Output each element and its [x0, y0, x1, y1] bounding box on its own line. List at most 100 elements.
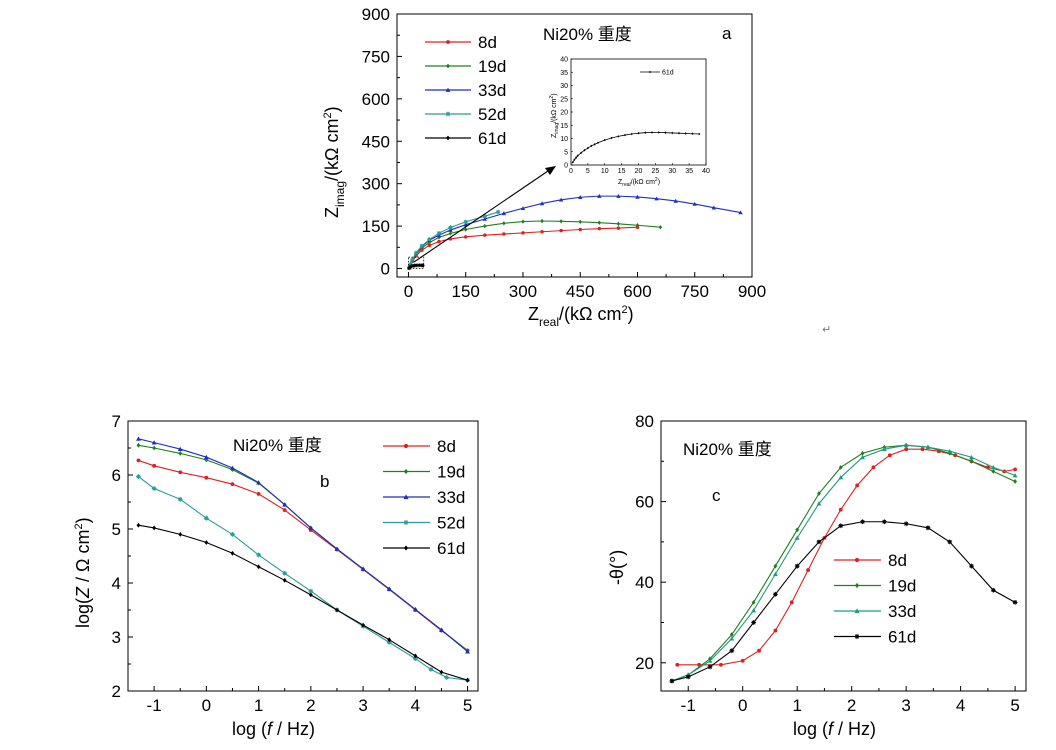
data-point-33d [1012, 473, 1018, 478]
series-8d [675, 447, 1018, 667]
legend-label-8d: 8d [888, 551, 907, 570]
data-point-19d [521, 219, 525, 224]
data-point-8d [887, 453, 892, 458]
y-axis-label: Zimag/(kΩ cm2) [322, 106, 347, 218]
data-point-61d [969, 563, 974, 569]
data-point-61d [947, 539, 953, 545]
data-point-33d [501, 211, 507, 216]
data-point-33d [465, 649, 470, 654]
data-point-33d [925, 444, 931, 450]
y-tick-label: 5 [112, 520, 121, 539]
data-point-19d [559, 219, 563, 224]
inset-data-point [580, 151, 583, 155]
legend-label-33d: 33d [478, 81, 506, 100]
data-point-61d [308, 592, 313, 598]
x-tick-label: 450 [566, 282, 594, 301]
zoom-arrow-head [545, 166, 556, 175]
data-point-8d [871, 465, 876, 470]
zoom-region-box [408, 256, 425, 269]
data-point-8d [740, 658, 745, 663]
inset-data-point [644, 131, 647, 134]
x-tick-label: -1 [147, 696, 162, 715]
x-tick-label: 0 [404, 282, 413, 301]
data-point-52d [177, 496, 183, 502]
legend-marker-19d [403, 468, 409, 475]
data-point-19d [751, 599, 756, 605]
x-tick-label: 2 [847, 696, 856, 715]
y-tick-label: 7 [112, 412, 121, 431]
inset-y-tick-label: 20 [560, 110, 568, 117]
data-point-61d [230, 550, 235, 556]
y-tick-label: 20 [635, 654, 654, 673]
inset-y-tick-label: 40 [560, 57, 568, 64]
inset-data-point [677, 131, 681, 135]
data-point-61d [729, 648, 735, 654]
chart-annotation: Ni20% 重度 [543, 25, 632, 44]
data-point-33d [903, 442, 909, 448]
data-point-33d [463, 222, 468, 227]
y-tick-label: 40 [635, 573, 654, 592]
inset-data-point [610, 136, 613, 140]
data-point-19d [483, 223, 487, 229]
inset-data-point [583, 148, 586, 152]
data-point-8d [675, 662, 680, 667]
inset-data-point [571, 161, 574, 164]
panel-label: c [712, 486, 721, 505]
chart-panel-c: -1 0 1 2 3 4 5 20 40 60 80 8d 19d 33d 61d Ni20% 重度 c log … [607, 412, 1027, 739]
data-point-8d [773, 628, 778, 633]
legend-marker-33d [403, 494, 409, 500]
data-point-33d [738, 210, 743, 215]
data-point-61d [881, 519, 887, 525]
data-point-61d [439, 669, 444, 675]
data-point-33d [558, 197, 564, 202]
inset-x-tick-label: 35 [685, 168, 693, 175]
data-point-61d [414, 263, 418, 268]
x-tick-label: -1 [681, 696, 696, 715]
inset-data-point [671, 131, 674, 135]
inset-x-tick-label: 20 [635, 168, 643, 175]
data-point-33d [707, 658, 713, 663]
inset-data-point [576, 154, 579, 158]
y-tick-label: 0 [381, 260, 390, 279]
data-point-52d [448, 225, 453, 230]
data-point-19d [463, 227, 468, 232]
data-point-52d [151, 486, 157, 491]
data-point-61d [335, 607, 339, 613]
legend-marker-61d [446, 135, 450, 141]
data-point-61d [204, 540, 209, 545]
data-point-8d [719, 662, 723, 667]
legend-marker-52d [445, 111, 451, 117]
x-tick-label: 600 [623, 282, 651, 301]
legend-marker-8d [854, 557, 860, 563]
data-point-52d [408, 262, 413, 267]
chart-annotation: Ni20% 重度 [233, 436, 322, 455]
data-point-61d [751, 620, 757, 625]
inset-data-point [650, 131, 654, 134]
data-point-33d [282, 502, 288, 507]
data-point-52d [136, 474, 141, 480]
y-tick-label: 600 [362, 90, 390, 109]
data-point-19d [136, 442, 141, 448]
data-point-8d [282, 508, 287, 513]
legend-label-61d: 61d [437, 539, 465, 558]
y-tick-label: 450 [362, 132, 390, 151]
data-point-52d [419, 243, 425, 249]
data-point-8d [597, 226, 602, 231]
inset-y-tick-label: 30 [560, 83, 568, 90]
data-point-19d [795, 527, 800, 533]
legend-label-52d: 52d [478, 105, 506, 124]
data-point-33d [838, 475, 844, 480]
inset-data-point [623, 133, 627, 137]
inset-x-tick-label: 5 [586, 168, 590, 175]
data-point-33d [308, 525, 314, 530]
x-tick-label: 2 [306, 696, 315, 715]
data-point-52d [444, 675, 450, 680]
series-line-52d [138, 476, 468, 681]
data-point-33d [520, 206, 526, 211]
data-point-61d [669, 678, 675, 684]
legend-marker-33d [445, 87, 451, 92]
data-point-33d [360, 566, 366, 571]
data-point-61d [925, 525, 931, 531]
series-33d [136, 436, 470, 654]
data-point-8d [204, 475, 209, 480]
